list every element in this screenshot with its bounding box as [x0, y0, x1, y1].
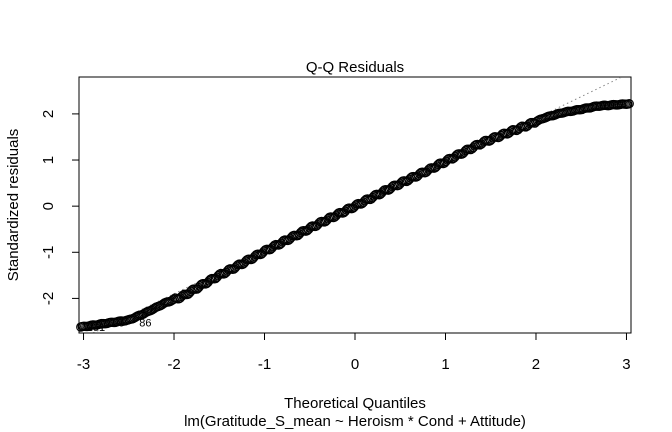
qq-reference-line [92, 76, 622, 334]
qq-point [295, 227, 306, 238]
x-tick-label: 3 [622, 356, 630, 373]
chart-title: Q-Q Residuals [306, 59, 404, 76]
qq-point [360, 195, 370, 206]
y-axis: -2 -1 0 1 2 [40, 110, 80, 305]
qq-point [433, 159, 443, 170]
y-tick-label: 1 [40, 156, 57, 164]
y-tick-label: -2 [40, 292, 57, 305]
y-tick-label: 0 [40, 202, 57, 210]
x-tick-label: 1 [441, 356, 449, 373]
qq-point [350, 200, 361, 210]
x-tick-label: -3 [77, 356, 90, 373]
point-label: 291 [87, 322, 105, 334]
x-axis: -3 -2 -1 0 1 2 3 [77, 332, 631, 373]
qq-point [369, 191, 379, 201]
y-tick-label: 2 [40, 110, 57, 118]
point-label: 5 [118, 317, 124, 329]
y-tick-label: -1 [40, 246, 57, 259]
x-tick-label: -1 [258, 356, 271, 373]
x-tick-label: 2 [532, 356, 540, 373]
qq-point [305, 223, 315, 233]
qq-point [378, 186, 388, 196]
qq-point [451, 150, 462, 160]
point-labels-layer: 291 5 86 [87, 317, 152, 334]
points-layer [76, 99, 634, 332]
x-tick-label: -2 [167, 356, 180, 373]
x-axis-label: Theoretical Quantiles [284, 395, 426, 412]
x-tick-label: 0 [351, 356, 359, 373]
qq-point [442, 155, 452, 165]
reference-line-layer [92, 76, 622, 334]
qq-point [624, 99, 634, 109]
chart-subtitle: lm(Gratitude_S_mean ~ Heroism * Cond + A… [184, 413, 526, 430]
y-axis-label: Standardized residuals [5, 129, 22, 282]
point-label: 86 [139, 317, 151, 329]
qq-point [424, 164, 434, 174]
